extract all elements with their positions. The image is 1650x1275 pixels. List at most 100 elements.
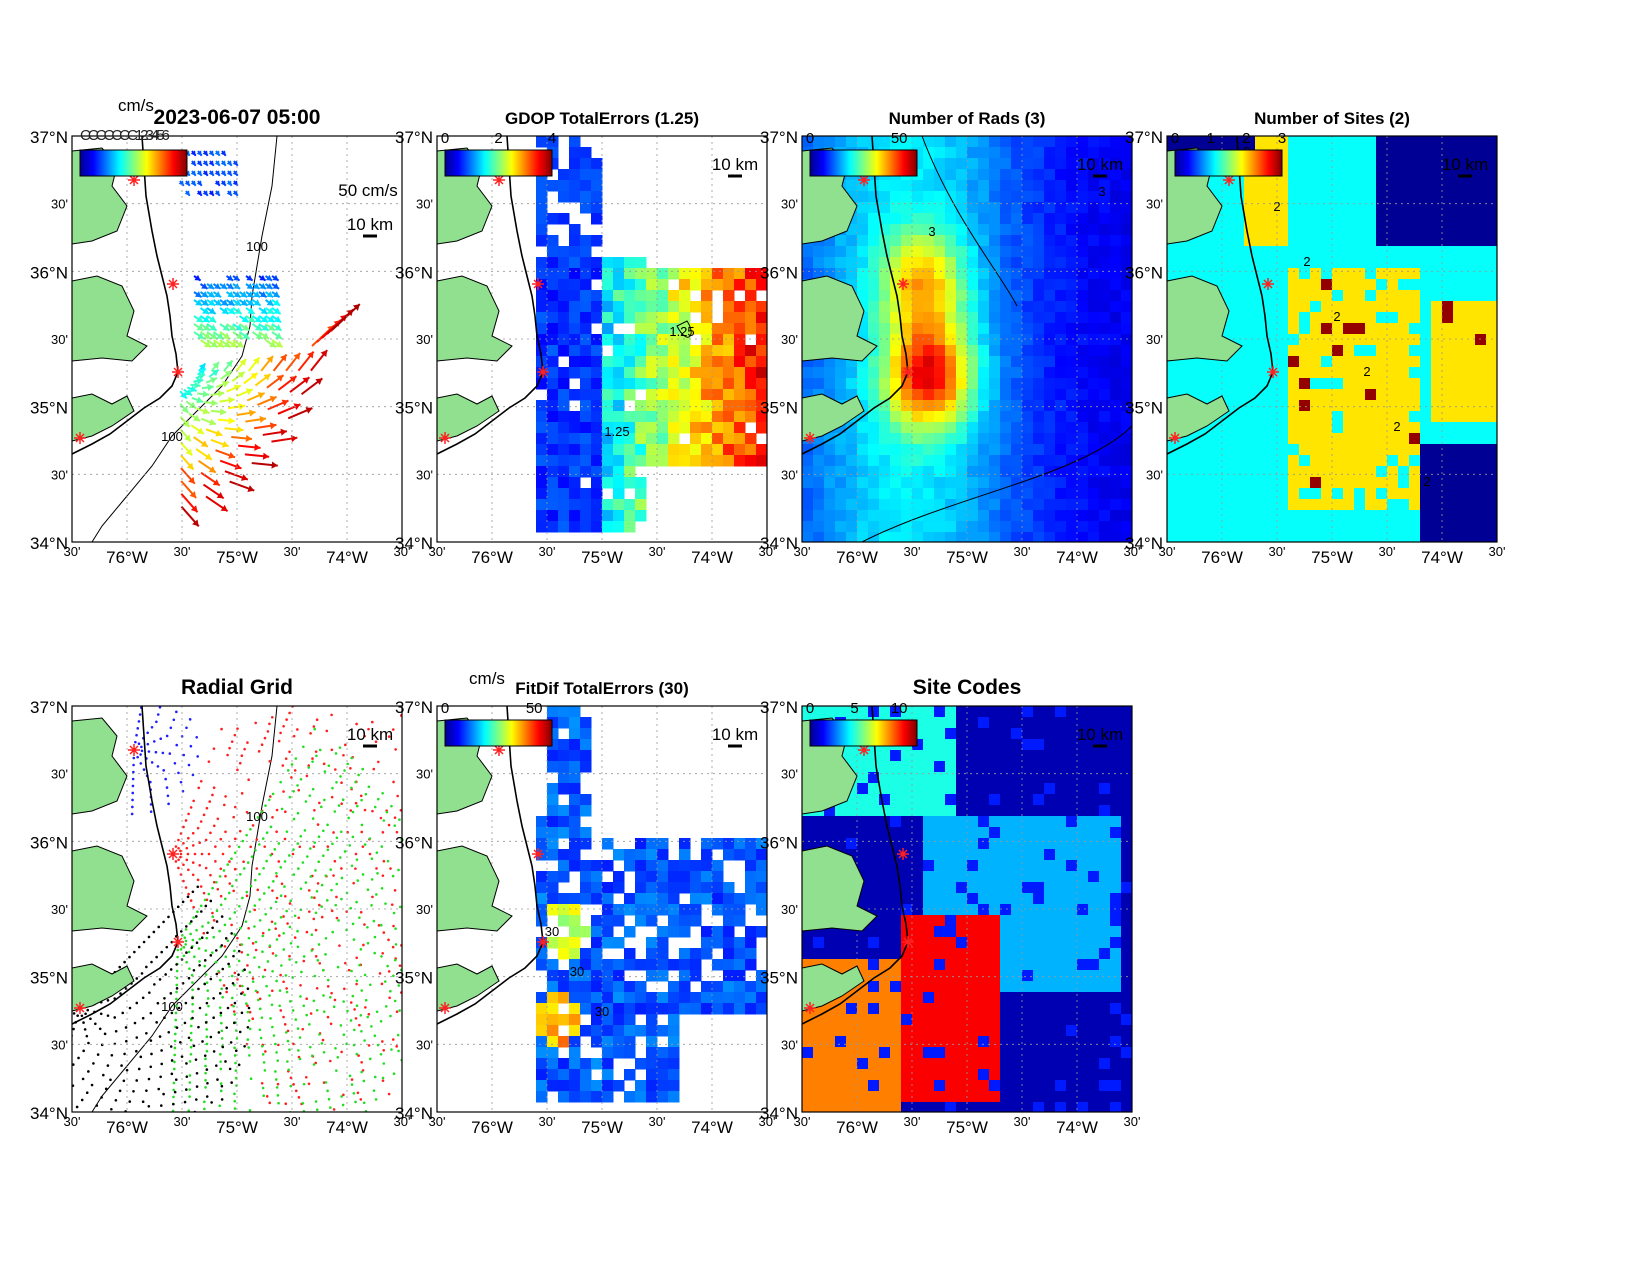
radial-grid-point: [343, 686, 346, 689]
heatmap-cell: [890, 455, 902, 467]
heatmap-cell: [1178, 521, 1190, 533]
heatmap-cell: [1420, 345, 1432, 357]
heatmap-cell: [1321, 268, 1333, 280]
heatmap-cell: [690, 279, 702, 291]
heatmap-cell: [1387, 246, 1399, 258]
heatmap-cell: [1376, 477, 1388, 489]
heatmap-cell: [967, 257, 979, 269]
heatmap-cell: [624, 312, 636, 324]
radial-grid-point: [313, 841, 316, 844]
radial-grid-point: [297, 867, 300, 870]
heatmap-cell: [1376, 136, 1388, 148]
radial-grid-point: [110, 1107, 113, 1111]
heatmap-cell: [912, 191, 924, 203]
heatmap-cell: [1000, 136, 1012, 148]
heatmap-cell: [1044, 158, 1056, 170]
radial-grid-point: [372, 646, 375, 649]
heatmap-cell: [978, 312, 990, 324]
heatmap-cell: [1464, 312, 1476, 324]
radial-grid-point: [137, 1067, 141, 1071]
heatmap-cell: [967, 356, 979, 368]
heatmap-cell: [635, 455, 647, 467]
radial-grid-point: [260, 1081, 264, 1085]
heatmap-cell: [1376, 411, 1388, 423]
radial-grid-point: [212, 996, 215, 1000]
heatmap-cell: [945, 466, 957, 478]
heatmap-cell: [624, 290, 636, 302]
heatmap-cell: [1288, 312, 1300, 324]
heatmap-cell: [1222, 136, 1234, 148]
radial-grid-point: [265, 984, 268, 988]
heatmap-cell: [857, 136, 869, 148]
radial-grid-point: [150, 960, 153, 964]
heatmap-cell: [978, 257, 990, 269]
radial-grid-point: [360, 823, 364, 827]
vector-arrow-head: [232, 190, 238, 196]
heatmap-cell: [558, 488, 570, 500]
heatmap-cell: [1055, 466, 1067, 478]
radial-grid-point: [322, 829, 325, 833]
radial-grid-point: [301, 861, 305, 864]
radial-grid-point: [191, 844, 195, 847]
radial-grid-point: [288, 795, 292, 799]
vector-arrow-head: [185, 448, 193, 456]
heatmap-cell: [1066, 422, 1078, 434]
heatmap-cell: [1288, 147, 1300, 159]
heatmap-cell: [1178, 268, 1190, 280]
contour-label: 1.25: [669, 324, 694, 339]
heatmap-cell: [857, 301, 869, 313]
radial-grid-point: [360, 830, 364, 834]
radial-grid-point: [170, 1180, 173, 1183]
heatmap-cell: [701, 433, 713, 445]
heatmap-cell: [1022, 279, 1034, 291]
radial-grid-point: [219, 1060, 222, 1063]
heatmap-cell: [1088, 323, 1100, 335]
radial-grid-point: [347, 968, 351, 972]
radial-grid-point: [313, 687, 316, 690]
heatmap-cell: [1178, 444, 1190, 456]
heatmap-cell: [569, 191, 581, 203]
heatmap-cell: [1233, 400, 1245, 412]
heatmap-cell: [1044, 279, 1056, 291]
heatmap-cell: [1222, 499, 1234, 511]
radial-grid-point: [211, 926, 214, 930]
heatmap-cell: [857, 499, 869, 511]
heatmap-cell: [1321, 235, 1333, 247]
heatmap-cell: [1266, 268, 1278, 280]
heatmap-cell: [624, 257, 636, 269]
heatmap-cell: [967, 422, 979, 434]
heatmap-cell: [613, 279, 625, 291]
radial-grid-point: [197, 1025, 200, 1029]
heatmap-cell: [934, 532, 946, 542]
radial-grid-point: [79, 1148, 82, 1151]
heatmap-cell: [580, 466, 592, 478]
heatmap-cell: [879, 422, 891, 434]
heatmap-cell: [1288, 455, 1300, 467]
heatmap-cell: [1475, 411, 1487, 423]
radial-grid-point: [166, 794, 170, 798]
heatmap-cell: [1099, 147, 1111, 159]
heatmap-cell: [967, 213, 979, 225]
heatmap-cell: [1387, 532, 1399, 542]
radial-grid-point: [242, 867, 246, 870]
heatmap-cell: [591, 455, 603, 467]
vector-arrow-head: [266, 283, 273, 289]
heatmap-cell: [1277, 224, 1289, 236]
heatmap-cell: [1464, 444, 1476, 456]
heatmap-cell: [1189, 455, 1201, 467]
panel-plot-area: 2222222: [1167, 136, 1497, 542]
radial-grid-point: [314, 928, 318, 932]
heatmap-cell: [1233, 466, 1245, 478]
heatmap-cell: [857, 433, 869, 445]
heatmap-cell: [989, 224, 1001, 236]
heatmap-cell: [1044, 433, 1056, 445]
radial-grid-point: [346, 762, 349, 766]
heatmap-cell: [558, 433, 570, 445]
heatmap-cell: [580, 422, 592, 434]
heatmap-cell: [723, 323, 735, 335]
heatmap-cell: [890, 312, 902, 324]
heatmap-cell: [1321, 466, 1333, 478]
heatmap-cell: [1277, 433, 1289, 445]
radial-grid-point: [133, 1021, 137, 1025]
heatmap-cell: [1376, 422, 1388, 434]
